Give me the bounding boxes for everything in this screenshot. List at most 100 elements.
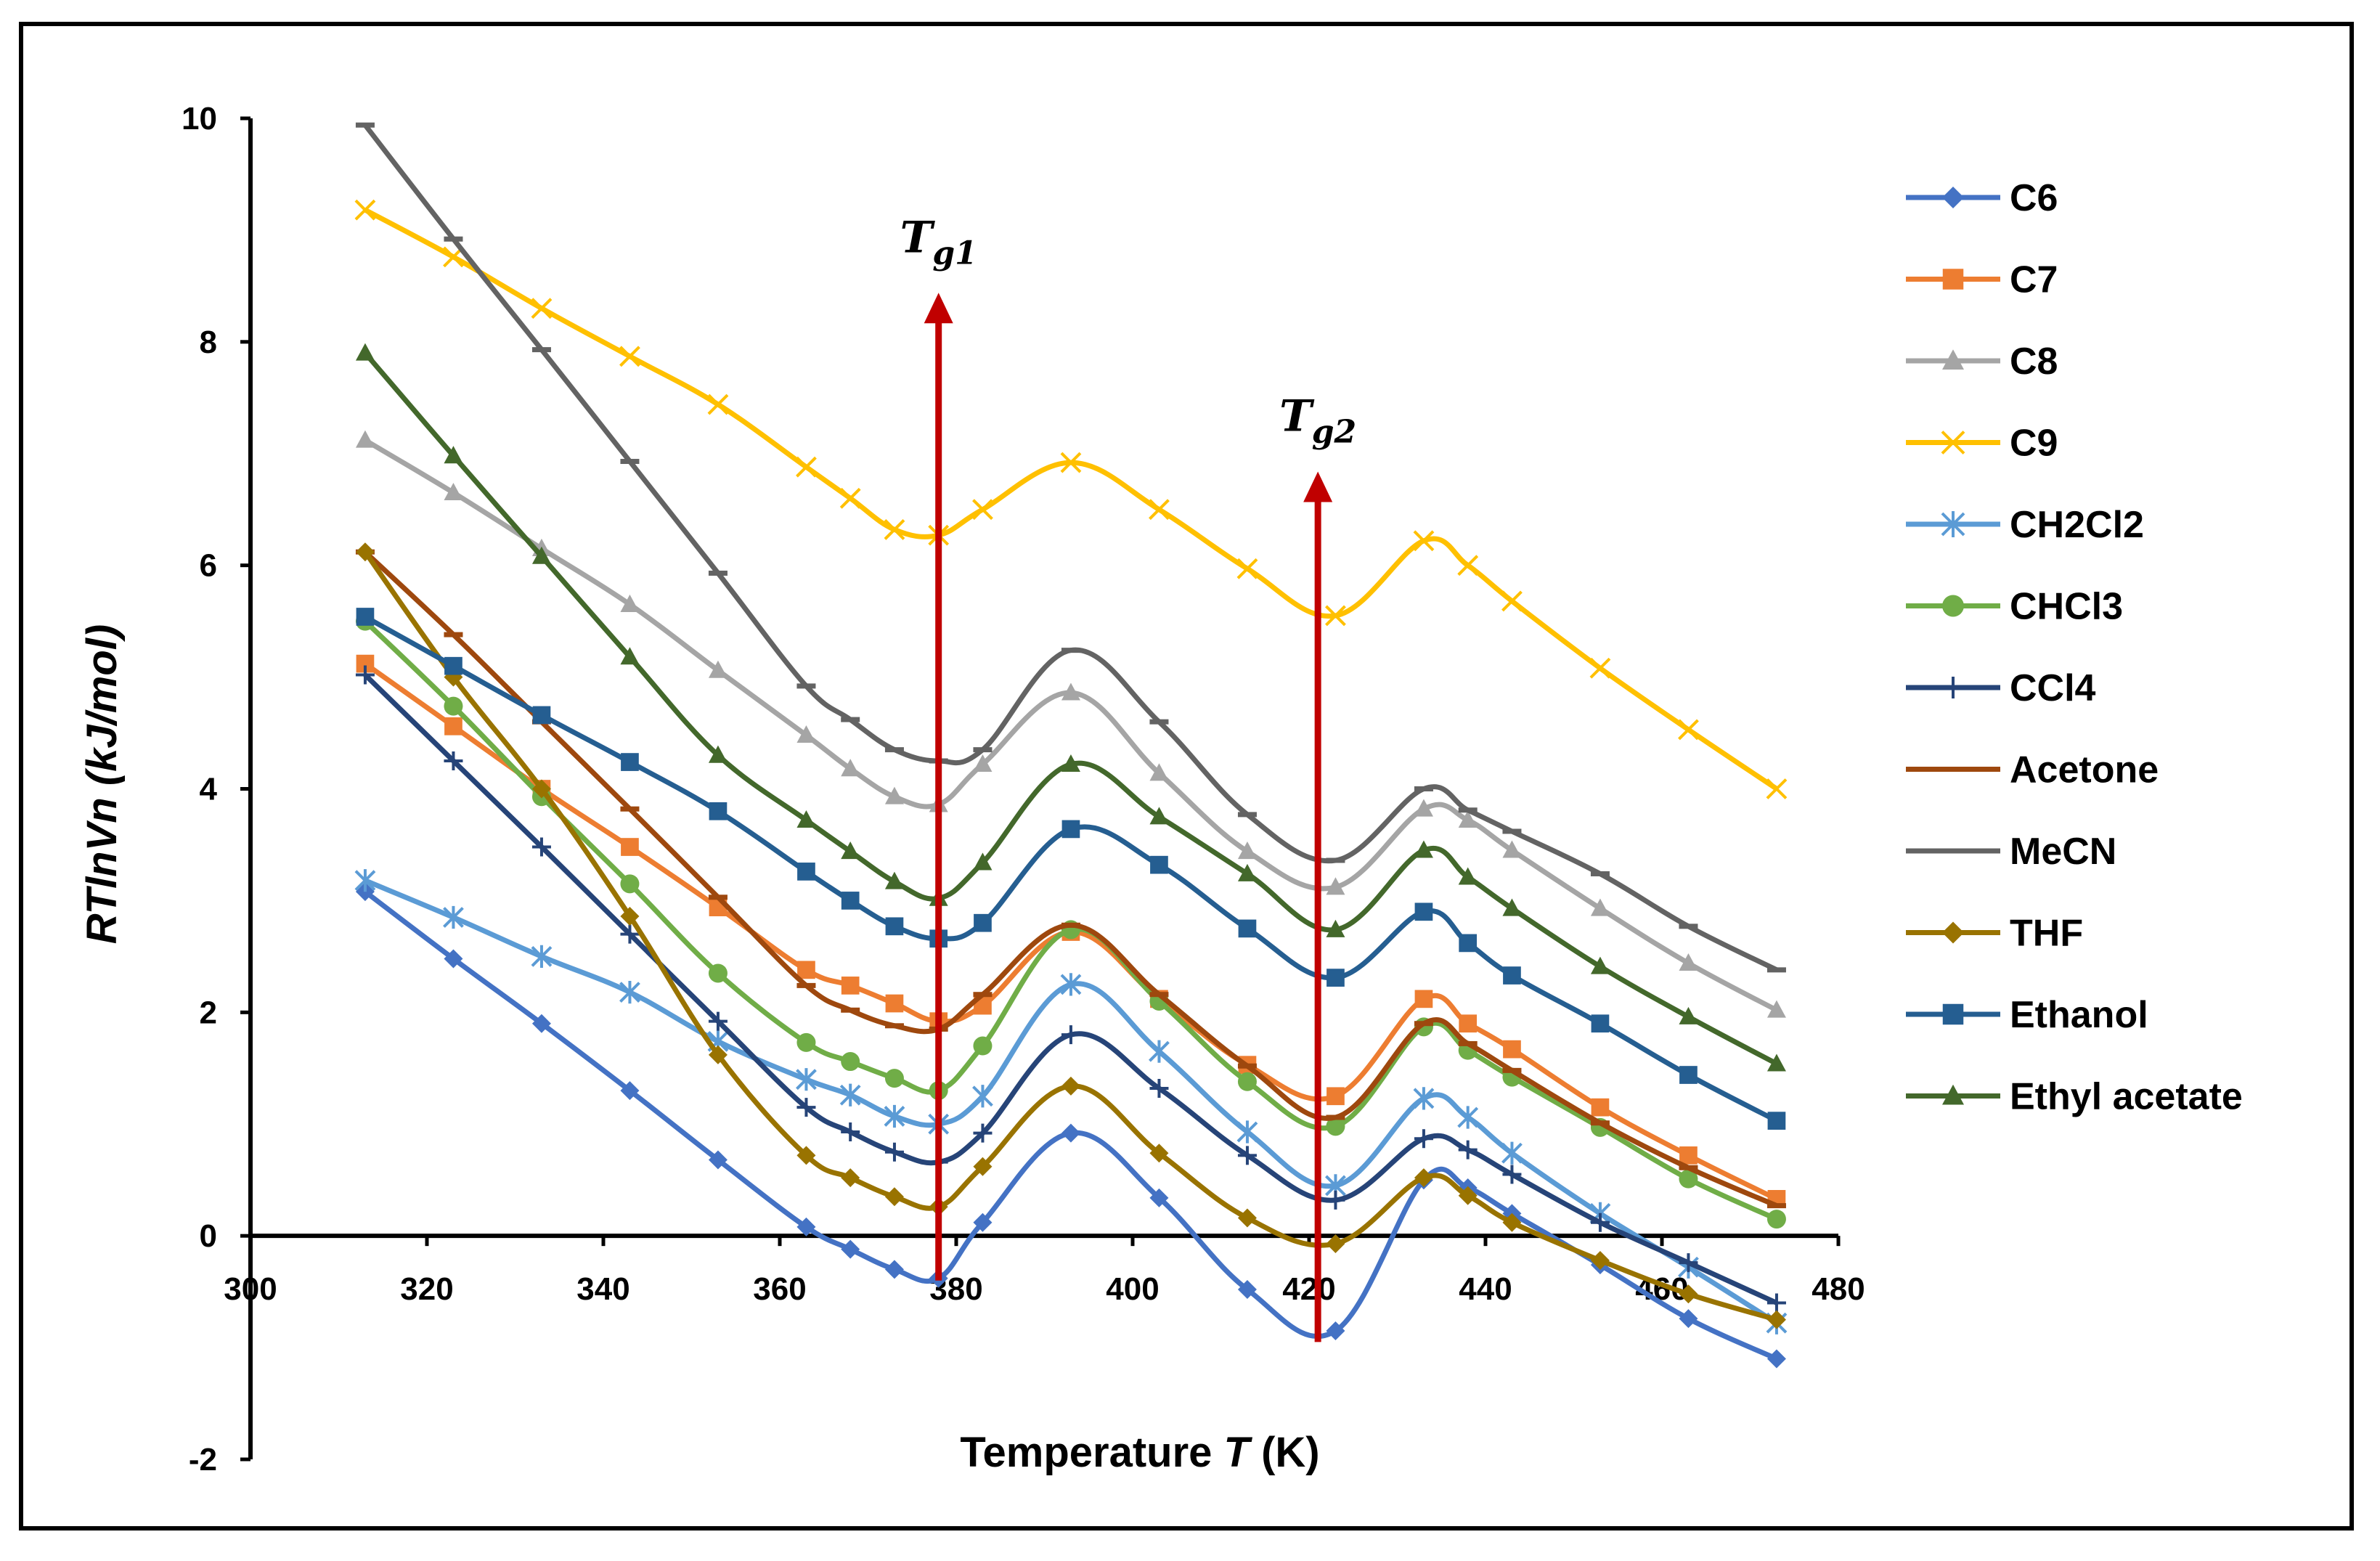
data-point-ch2cl2 — [884, 1104, 905, 1128]
data-point-c7 — [1679, 1146, 1698, 1165]
x-tick-label: 300 — [224, 1271, 277, 1307]
legend-marker — [1942, 767, 1964, 772]
data-point-ccl4 — [1766, 1293, 1786, 1313]
legend-marker — [1942, 349, 1964, 370]
data-point-c9 — [884, 518, 905, 540]
series-thf — [355, 542, 1786, 1329]
legend-item-ch2cl2: CH2Cl2 — [1906, 504, 2144, 546]
data-point-c7 — [797, 961, 815, 979]
annotation-label-main: T — [1279, 391, 1315, 442]
data-point-ethyl-acetate — [355, 343, 375, 361]
series-line-chcl3 — [363, 619, 1778, 1222]
data-point-ch2cl2 — [443, 905, 464, 929]
legend-item-c8: C8 — [1906, 341, 2058, 383]
data-point-thf — [1326, 1234, 1345, 1253]
data-point-chcl3 — [884, 1069, 904, 1088]
data-point-ethyl-acetate — [1414, 840, 1433, 858]
series-c6 — [355, 882, 1786, 1369]
annotation-tg1: Tg1 — [900, 212, 977, 1281]
data-point-c7 — [621, 838, 639, 856]
data-point-c7 — [1503, 1040, 1521, 1059]
data-point-ccl4 — [1679, 1253, 1698, 1273]
data-point-thf — [1502, 1212, 1522, 1232]
legend-marker — [1942, 848, 1964, 854]
data-point-mecn — [1414, 786, 1433, 791]
series-line-acetone — [363, 550, 1778, 1208]
data-point-ethyl-acetate — [531, 546, 551, 564]
data-point-c9 — [619, 346, 640, 367]
legend-item-c6: C6 — [1906, 177, 2058, 219]
data-point-mecn — [1061, 648, 1080, 653]
data-point-chcl3 — [708, 963, 728, 983]
data-point-acetone — [1149, 992, 1169, 998]
data-point-chcl3 — [973, 1036, 993, 1056]
legend-item-acetone: Acetone — [1906, 749, 2159, 791]
data-point-ch2cl2 — [1457, 1106, 1479, 1129]
data-point-ch2cl2 — [796, 1068, 817, 1091]
data-point-c9 — [354, 199, 376, 221]
legend-marker — [1941, 431, 1965, 455]
data-point-ch2cl2 — [1060, 973, 1082, 996]
data-point-thf — [973, 1157, 993, 1176]
data-point-ethyl-acetate — [708, 745, 728, 763]
legend-item-c9: C9 — [1906, 423, 2058, 465]
data-point-ethanol — [1061, 820, 1080, 839]
data-point-mecn — [531, 347, 551, 353]
data-point-ethyl-acetate — [1766, 1053, 1786, 1072]
data-point-mecn — [1590, 871, 1610, 876]
legend-marker — [1942, 269, 1964, 290]
x-axis-title-variable: T — [1224, 1429, 1253, 1476]
data-point-c9 — [796, 456, 817, 478]
data-point-mecn — [1149, 719, 1169, 725]
data-point-ethanol — [1503, 966, 1521, 985]
data-point-c9 — [1766, 778, 1788, 799]
legend-label: Ethyl acetate — [2010, 1076, 2243, 1118]
data-point-c8 — [1061, 682, 1080, 701]
x-axis-title-unit: (K) — [1250, 1429, 1320, 1476]
data-point-c6 — [1679, 1309, 1698, 1329]
data-point-mecn — [1326, 857, 1345, 863]
x-tick-label: 340 — [576, 1271, 629, 1307]
data-point-c8 — [444, 482, 463, 501]
data-point-mecn — [1766, 967, 1786, 973]
data-point-c7 — [1591, 1098, 1610, 1117]
data-point-chcl3 — [1679, 1169, 1698, 1189]
data-point-ethanol — [1591, 1014, 1610, 1033]
data-point-ccl4 — [1590, 1212, 1610, 1232]
data-point-mecn — [1679, 924, 1698, 929]
data-point-ethyl-acetate — [1502, 898, 1522, 916]
data-point-c9 — [1501, 590, 1523, 612]
data-point-ethyl-acetate — [1237, 863, 1257, 881]
data-point-thf — [355, 542, 375, 562]
data-point-ccl4 — [708, 1011, 728, 1031]
data-point-c8 — [1502, 840, 1522, 858]
data-point-mecn — [444, 236, 463, 242]
x-tick-label: 360 — [753, 1271, 806, 1307]
annotation-label: Tg2 — [1279, 391, 1356, 451]
data-point-chcl3 — [444, 696, 463, 716]
y-tick-label: 2 — [200, 995, 217, 1030]
legend-item-mecn: MeCN — [1906, 831, 2116, 873]
data-point-c8 — [1766, 1000, 1786, 1018]
data-point-c9 — [839, 487, 861, 509]
legend-item-chcl3: CHCl3 — [1906, 586, 2123, 628]
data-point-thf — [1679, 1284, 1698, 1304]
legend-item-thf: THF — [1906, 913, 2083, 955]
data-point-ccl4 — [1414, 1129, 1433, 1149]
x-axis-title: Temperature T (K) — [960, 1429, 1319, 1476]
data-point-ch2cl2 — [1149, 1040, 1170, 1063]
series-mecn — [355, 122, 1786, 973]
data-point-mecn — [973, 747, 993, 753]
data-point-mecn — [841, 717, 860, 722]
data-point-mecn — [884, 747, 904, 753]
data-point-c6 — [884, 1260, 904, 1279]
data-point-c7 — [885, 994, 904, 1013]
data-point-acetone — [1679, 1165, 1698, 1170]
data-point-chcl3 — [1326, 1117, 1345, 1136]
data-point-ch2cl2 — [354, 869, 376, 892]
data-point-ch2cl2 — [839, 1083, 861, 1106]
x-axis-title-prefix: Temperature — [960, 1429, 1223, 1476]
data-point-ethanol — [1679, 1066, 1698, 1084]
data-point-ethyl-acetate — [796, 810, 816, 828]
